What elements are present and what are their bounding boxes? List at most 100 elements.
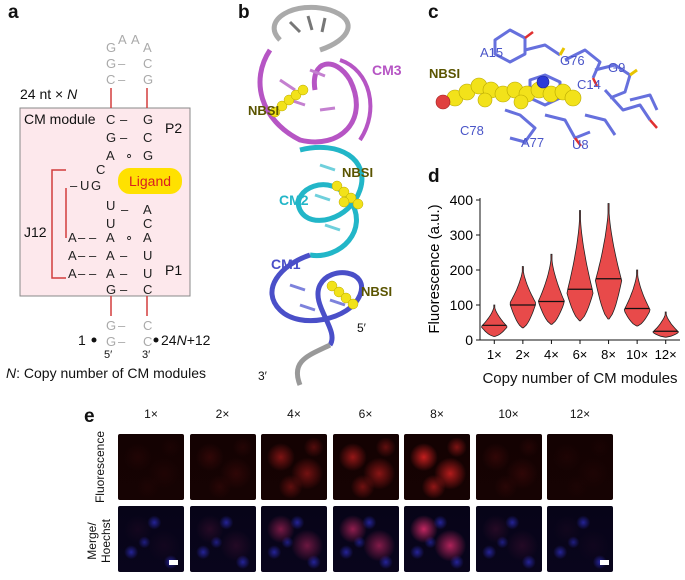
module-length-label: 24 nt × N [20,86,77,102]
svg-text:G: G [106,40,116,55]
ligand-pill [118,168,182,194]
x-tick-label: 2× [515,347,530,362]
residue-g76: G76 [560,53,585,68]
panel-letter-b: b [238,2,250,23]
nbsi-label-2: NBSI [342,165,374,180]
svg-text:–: – [120,130,128,145]
fluorescence-image-2 [189,434,256,500]
five-prime-label-b: 5′ [357,321,366,335]
fluorescence-image-4 [332,434,399,500]
fluorescence-image-7 [547,434,613,500]
five-prime-label: 5′ [104,349,113,361]
nbsi-ligand-3 [326,280,359,310]
position-right-suffix: +12 [186,332,211,348]
residue-g9: G9 [608,60,626,75]
row-label-merge-line2: Hoechst [99,518,113,564]
svg-text:C: C [106,112,115,127]
cm2-label: CM2 [279,192,309,208]
fluorescence-image-6 [475,434,542,500]
svg-text:–: – [120,248,128,263]
column-header-4: 6× [358,407,373,421]
nbsi-label-1: NBSI [248,103,280,118]
merge-hoechst-image-1 [118,506,184,572]
svg-text:G: G [106,130,116,145]
phosphate-atoms [558,47,638,77]
svg-text:A: A [106,148,115,163]
cm1-label: CM1 [271,256,301,272]
y-ticks: 0 100 200 300 400 [450,192,480,348]
svg-text:–: – [78,230,86,245]
column-header-6: 10× [498,407,519,421]
tail-backbone [294,342,332,386]
svg-text:C: C [143,216,152,231]
position-right-var: N [176,332,187,348]
cm2-bases [314,163,341,232]
svg-text:U: U [106,216,115,231]
svg-text:C: C [143,130,152,145]
row-label-merge: Merge/Hoechst [84,506,114,576]
svg-text:U: U [80,178,89,193]
column-header-3: 4× [287,407,301,421]
svg-text:A: A [118,32,127,47]
svg-text:G: G [106,318,116,333]
violin-12× [652,311,680,338]
caption-text: : Copy number of CM modules [16,365,206,381]
svg-text:C: C [143,318,152,333]
panel-letter-c: c [428,2,439,23]
svg-text:A: A [106,248,115,263]
svg-text:–: – [89,230,97,245]
three-prime-label-b: 3′ [258,369,267,383]
svg-text:G: G [143,148,153,163]
svg-text:–: – [121,202,129,217]
svg-text:–: – [120,112,128,127]
column-header-7: 12× [569,407,591,421]
svg-text:A: A [106,230,115,245]
svg-text:A: A [143,40,152,55]
merge-hoechst-image-2 [189,506,256,572]
svg-text:–: – [70,178,78,193]
position-right: 24N+12 [161,332,210,348]
merge-hoechst-image-4 [332,506,399,572]
svg-text:A: A [68,266,77,281]
x-tick-label: 4× [544,347,559,362]
pocket-residues [493,28,659,144]
svg-text:–: – [78,266,86,281]
column-header-5: 8× [430,407,444,421]
svg-text:∘: ∘ [125,148,133,163]
svg-text:U: U [106,198,115,213]
row-label-fluorescence: Fluorescence [92,431,108,503]
svg-text:C: C [143,334,152,349]
nbsi-ligand-1 [269,84,309,118]
position-left: 1 [78,332,86,348]
x-ticks: 1× 2× 4× 6× 8× 10× 12× [487,340,677,362]
svg-text:–: – [78,248,86,263]
violin-6× [566,210,594,322]
svg-text:–: – [118,72,126,87]
j12-label: J12 [24,224,47,240]
stem-p2-label: P2 [165,120,183,136]
column-header-2: 2× [215,407,230,421]
cm1-bases [289,283,346,312]
length-text: 24 nt × [20,86,68,102]
merge-hoechst-image-3 [261,506,327,572]
tertiary-structure [257,4,373,386]
top-loop-backbone [271,4,351,53]
j12-bracket [51,169,66,279]
nbsi-label-c: NBSI [429,66,461,81]
nbsi-ligand-2 [331,180,364,210]
row-label-merge-text: Merge/Hoechst [85,519,113,563]
x-tick-label: 12× [655,347,677,362]
binding-pocket [435,28,659,147]
pos-dot-left [91,337,97,343]
svg-text:–: – [120,266,128,281]
x-tick-label: 10× [626,347,648,362]
y-axis-label: Fluorescence (a.u.) [426,204,443,333]
oxygen-atoms [524,31,658,147]
cm3-backbone [257,48,359,145]
svg-text:C: C [143,282,152,297]
row-label-merge-line1: Merge/ [85,522,99,560]
fluorescence-image-1 [118,434,184,500]
violin-4× [538,253,565,325]
column-header-1: 1× [144,407,158,421]
